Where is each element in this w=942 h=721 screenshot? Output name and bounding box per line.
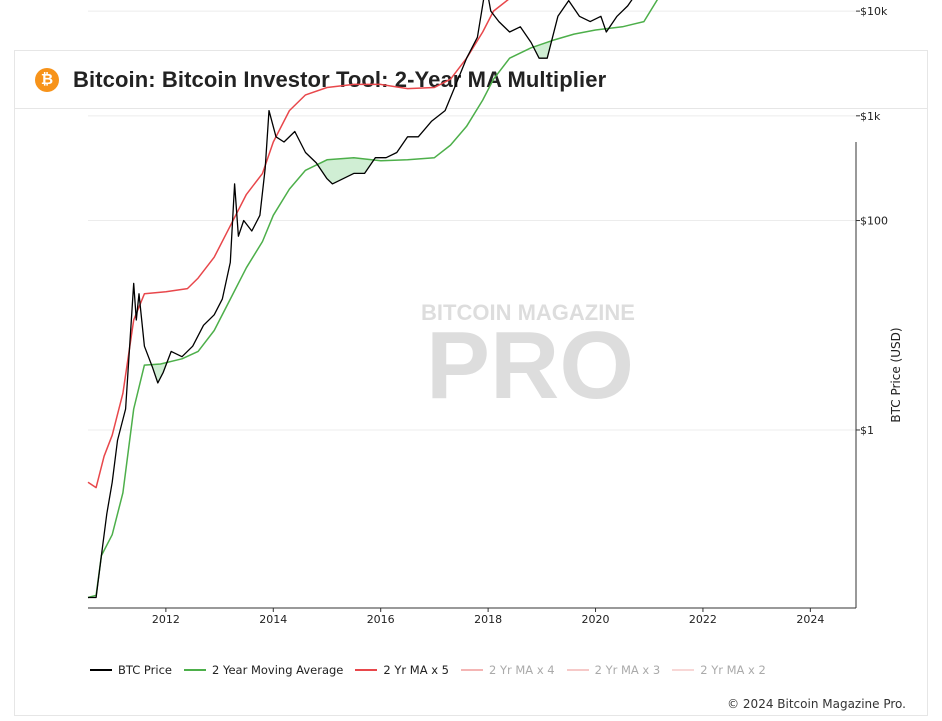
watermark-pro: PRO bbox=[426, 312, 634, 419]
legend-swatch bbox=[355, 669, 378, 671]
legend-swatch bbox=[566, 669, 589, 671]
legend-swatch bbox=[90, 669, 112, 671]
y-tick-label: $100 bbox=[860, 215, 888, 228]
gridlines bbox=[88, 10, 856, 431]
watermark-brand: BITCOIN MAGAZINE bbox=[421, 300, 635, 325]
ma-x5-line bbox=[87, 0, 509, 489]
legend-item[interactable]: 2 Year Moving Average bbox=[183, 663, 344, 677]
copyright-notice: © 2024 Bitcoin Magazine Pro. bbox=[727, 697, 906, 711]
x-tick-label: 2022 bbox=[689, 613, 717, 626]
legend-item[interactable]: 2 Yr MA x 4 bbox=[461, 663, 555, 677]
chart-title: Bitcoin: Bitcoin Investor Tool: 2-Year M… bbox=[73, 67, 607, 92]
y-tick-label: $1 bbox=[860, 424, 874, 437]
x-tick-label: 2012 bbox=[152, 613, 180, 626]
legend-label: 2 Yr MA x 4 bbox=[489, 663, 555, 677]
fill-areas bbox=[151, 28, 609, 382]
two-year-ma-line bbox=[87, 0, 659, 599]
x-tick-label: 2018 bbox=[474, 613, 502, 626]
legend-label: 2 Yr MA x 2 bbox=[700, 663, 766, 677]
btc-price-line bbox=[88, 0, 633, 599]
legend-label: 2 Yr MA x 3 bbox=[594, 663, 661, 677]
legend-label: BTC Price bbox=[118, 663, 172, 677]
legend-swatch bbox=[672, 669, 695, 671]
bitcoin-logo-icon: ₿ bbox=[35, 68, 59, 92]
legend-label: 2 Year Moving Average bbox=[211, 663, 344, 677]
undervalued-fill bbox=[151, 362, 167, 382]
y-axis-label: BTC Price (USD) bbox=[889, 327, 903, 422]
chart-card: ₿ Bitcoin: Bitcoin Investor Tool: 2-Year… bbox=[14, 50, 928, 716]
legend-item[interactable]: 2 Yr MA x 2 bbox=[672, 663, 766, 677]
y-tick-label: $10k bbox=[860, 5, 888, 18]
chart-legend: BTC Price 2 Year Moving Average 2 Yr MA x … bbox=[90, 662, 766, 678]
watermark: BITCOIN MAGAZINE PRO bbox=[421, 300, 635, 419]
legend-item[interactable]: 2 Yr MA x 3 bbox=[566, 663, 661, 677]
y-tick-label: $1k bbox=[860, 110, 881, 123]
axes: $1$100$1k$10k$100k2012201420162018202020… bbox=[88, 5, 888, 626]
legend-item[interactable]: BTC Price bbox=[90, 663, 172, 677]
legend-swatch bbox=[183, 669, 206, 671]
x-tick-label: 2014 bbox=[259, 613, 287, 626]
series-lines bbox=[87, 0, 659, 599]
legend-swatch bbox=[461, 669, 483, 671]
undervalued-fill bbox=[534, 40, 552, 59]
chart-header: ₿ Bitcoin: Bitcoin Investor Tool: 2-Year… bbox=[15, 51, 927, 109]
x-tick-label: 2024 bbox=[796, 613, 824, 626]
legend-label: 2 Yr MA x 5 bbox=[383, 663, 449, 677]
undervalued-fill bbox=[318, 157, 374, 184]
x-tick-label: 2016 bbox=[367, 613, 395, 626]
x-tick-label: 2020 bbox=[582, 613, 610, 626]
legend-item[interactable]: 2 Yr MA x 5 bbox=[355, 663, 449, 677]
